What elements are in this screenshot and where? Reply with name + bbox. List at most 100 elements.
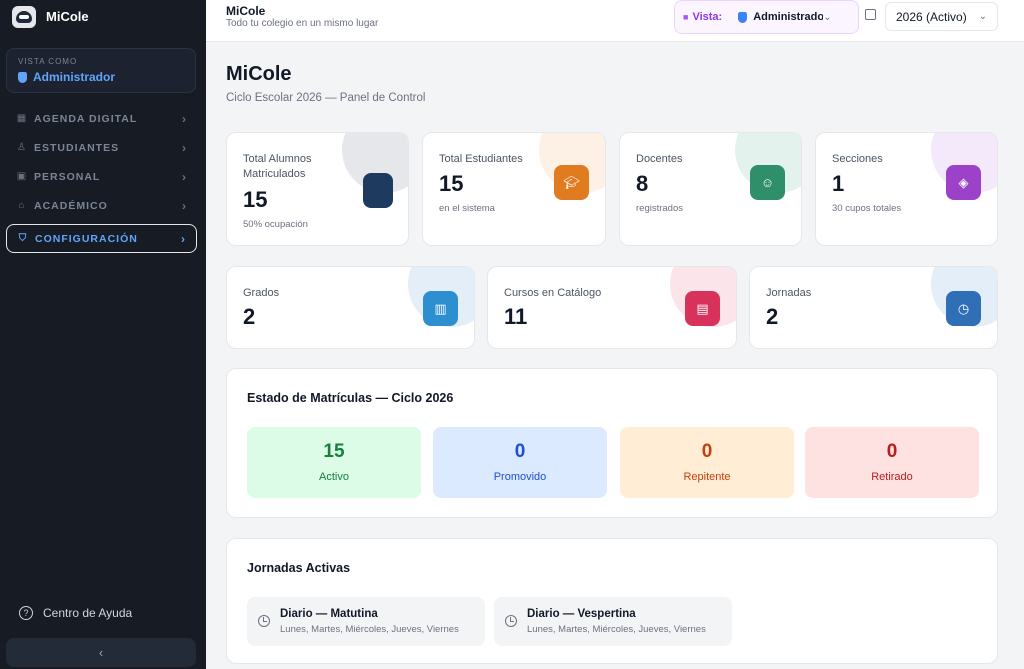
shift-item: Diario — Vespertina Lunes, Martes, Miérc…: [494, 597, 732, 646]
shift-days: Lunes, Martes, Miércoles, Jueves, Vierne…: [280, 624, 459, 635]
enrollment-status-promovido: 0 Promovido: [433, 427, 607, 498]
clock-icon: ◷: [946, 291, 981, 326]
enrollment-status-retirado: 0 Retirado: [805, 427, 979, 498]
brand-name: MiCole: [46, 9, 89, 24]
stat-label: Cursos en Catálogo: [504, 287, 602, 299]
chevron-down-icon: ⌄: [823, 11, 832, 23]
status-label: Repitente: [683, 471, 731, 483]
stat-label: Docentes: [636, 153, 683, 165]
status-count: 15: [323, 441, 345, 462]
stat-value: 11: [504, 304, 528, 329]
sidebar-item-configuracion[interactable]: ⛉ CONFIGURACIÓN ›: [6, 224, 197, 253]
chevron-right-icon: ›: [182, 140, 187, 155]
sidebar-item-label: CONFIGURACIÓN: [35, 232, 138, 245]
users-icon: ☺︎: [750, 165, 785, 200]
stat-value: 15: [243, 187, 268, 212]
stat-card-total-estudiantes: Total Estudiantes 15 en el sistema 🎓︎: [422, 132, 606, 246]
shift-item: Diario — Matutina Lunes, Martes, Miércol…: [247, 597, 485, 646]
stat-value: 15: [439, 171, 464, 196]
stat-value: 8: [636, 171, 649, 196]
stat-label: Total Alumnos Matriculados: [243, 153, 312, 180]
users-icon: ♙: [17, 142, 27, 153]
view-as-dropdown-value: Administrador: [753, 11, 824, 23]
main-content: MiCole Ciclo Escolar 2026 — Panel de Con…: [206, 42, 1024, 669]
view-as-role-label: Administrador: [33, 70, 116, 84]
stat-value: 2: [766, 304, 779, 329]
calendar-icon: ▦: [16, 113, 28, 124]
briefcase-icon: ▣: [16, 171, 28, 182]
shift-name: Diario — Vespertina: [527, 608, 636, 620]
panel-title: Estado de Matrículas — Ciclo 2026: [247, 391, 454, 405]
enrollment-status-activo: 15 Activo: [247, 427, 421, 498]
sidebar-item-personal[interactable]: ▣ PERSONAL ›: [6, 162, 197, 191]
chevron-left-icon: ‹: [98, 645, 104, 660]
shield-icon: ⛉: [18, 233, 28, 244]
book-icon: ▥: [423, 291, 458, 326]
help-center-link[interactable]: ? Centro de Ayuda: [19, 606, 132, 620]
sidebar-item-estudiantes[interactable]: ♙ ESTUDIANTES ›: [6, 133, 197, 162]
page-title: MiCole: [226, 63, 292, 85]
status-count: 0: [701, 441, 713, 462]
stat-card-secciones: Secciones 1 30 cupos totales ◈: [815, 132, 998, 246]
calendar-icon: [865, 9, 876, 23]
clipboard-icon: ▤: [685, 291, 720, 326]
help-icon: ?: [19, 606, 33, 620]
stat-value: 2: [243, 304, 256, 329]
status-label: Retirado: [871, 471, 913, 483]
sidebar-item-agenda-digital[interactable]: ▦ AGENDA DIGITAL ›: [6, 104, 197, 133]
stat-card-total-alumnos: Total Alumnos Matriculados 15 50% ocupac…: [226, 132, 409, 246]
panel-title: Jornadas Activas: [247, 561, 351, 575]
topbar-subtitle: Todo tu colegio en un mismo lugar: [226, 18, 379, 29]
view-as-dropdown[interactable]: ■ Vista: Administrador ⌄: [674, 0, 859, 34]
shield-icon: [18, 71, 27, 83]
school-year-select[interactable]: 2026 (Activo) ⌄: [885, 2, 998, 31]
clock-icon: [258, 615, 270, 627]
status-count: 0: [514, 441, 526, 462]
topbar: MiCole Todo tu colegio en un mismo lugar…: [206, 0, 1024, 42]
active-shifts-panel: Jornadas Activas Diario — Matutina Lunes…: [226, 538, 998, 664]
graduation-cap-icon: 🎓︎: [554, 165, 589, 200]
enrollment-status-panel: Estado de Matrículas — Ciclo 2026 15 Act…: [226, 368, 998, 518]
topbar-title: MiCole: [226, 4, 266, 18]
stat-note: 50% ocupación: [243, 219, 308, 230]
sidebar-nav: ▦ AGENDA DIGITAL › ♙ ESTUDIANTES › ▣ PER…: [6, 104, 197, 253]
layers-icon: ◈: [946, 165, 981, 200]
square-icon: [363, 173, 393, 208]
mascot-logo-icon: [12, 5, 36, 28]
stat-card-docentes: Docentes 8 registrados ☺︎: [619, 132, 802, 246]
sidebar-item-label: AGENDA DIGITAL: [34, 112, 138, 125]
sidebar-item-label: ESTUDIANTES: [34, 141, 120, 154]
chevron-down-icon: ⌄: [978, 11, 987, 22]
stat-note: registrados: [636, 203, 683, 214]
view-as-caption: VISTA COMO: [18, 57, 78, 66]
stat-note: en el sistema: [439, 203, 495, 214]
clock-icon: [505, 615, 517, 627]
sidebar-item-label: PERSONAL: [34, 170, 101, 183]
page-subtitle: Ciclo Escolar 2026 — Panel de Control: [226, 92, 426, 104]
status-label: Activo: [319, 471, 349, 483]
chevron-right-icon: ›: [182, 169, 187, 184]
help-center-label: Centro de Ayuda: [43, 606, 133, 620]
sidebar: MiCole VISTA COMO Administrador ▦ AGENDA…: [0, 0, 206, 669]
sidebar-item-label: ACADÉMICO: [34, 199, 108, 212]
sidebar-item-academico[interactable]: ⌂ ACADÉMICO ›: [6, 191, 197, 220]
stat-label: Jornadas: [766, 287, 812, 299]
view-as-card[interactable]: VISTA COMO Administrador: [6, 48, 196, 93]
status-count: 0: [886, 441, 898, 462]
shift-days: Lunes, Martes, Miércoles, Jueves, Vierne…: [527, 624, 706, 635]
shield-icon: [738, 11, 748, 23]
status-label: Promovido: [493, 471, 547, 483]
stat-label: Grados: [243, 287, 280, 299]
brand[interactable]: MiCole: [0, 0, 206, 33]
view-as-dropdown-label: Vista:: [692, 11, 723, 23]
enrollment-status-repitente: 0 Repitente: [620, 427, 794, 498]
stat-label: Secciones: [832, 153, 883, 165]
chevron-right-icon: ›: [182, 198, 187, 213]
collapse-sidebar-button[interactable]: ‹: [6, 638, 196, 667]
chevron-right-icon: ›: [181, 231, 186, 246]
stat-card-cursos: Cursos en Catálogo 11 ▤: [487, 266, 737, 349]
stat-note: 30 cupos totales: [832, 203, 902, 214]
stat-label: Total Estudiantes: [439, 153, 523, 165]
school-year-value: 2026 (Activo): [896, 9, 967, 24]
view-as-role: Administrador: [18, 70, 184, 84]
